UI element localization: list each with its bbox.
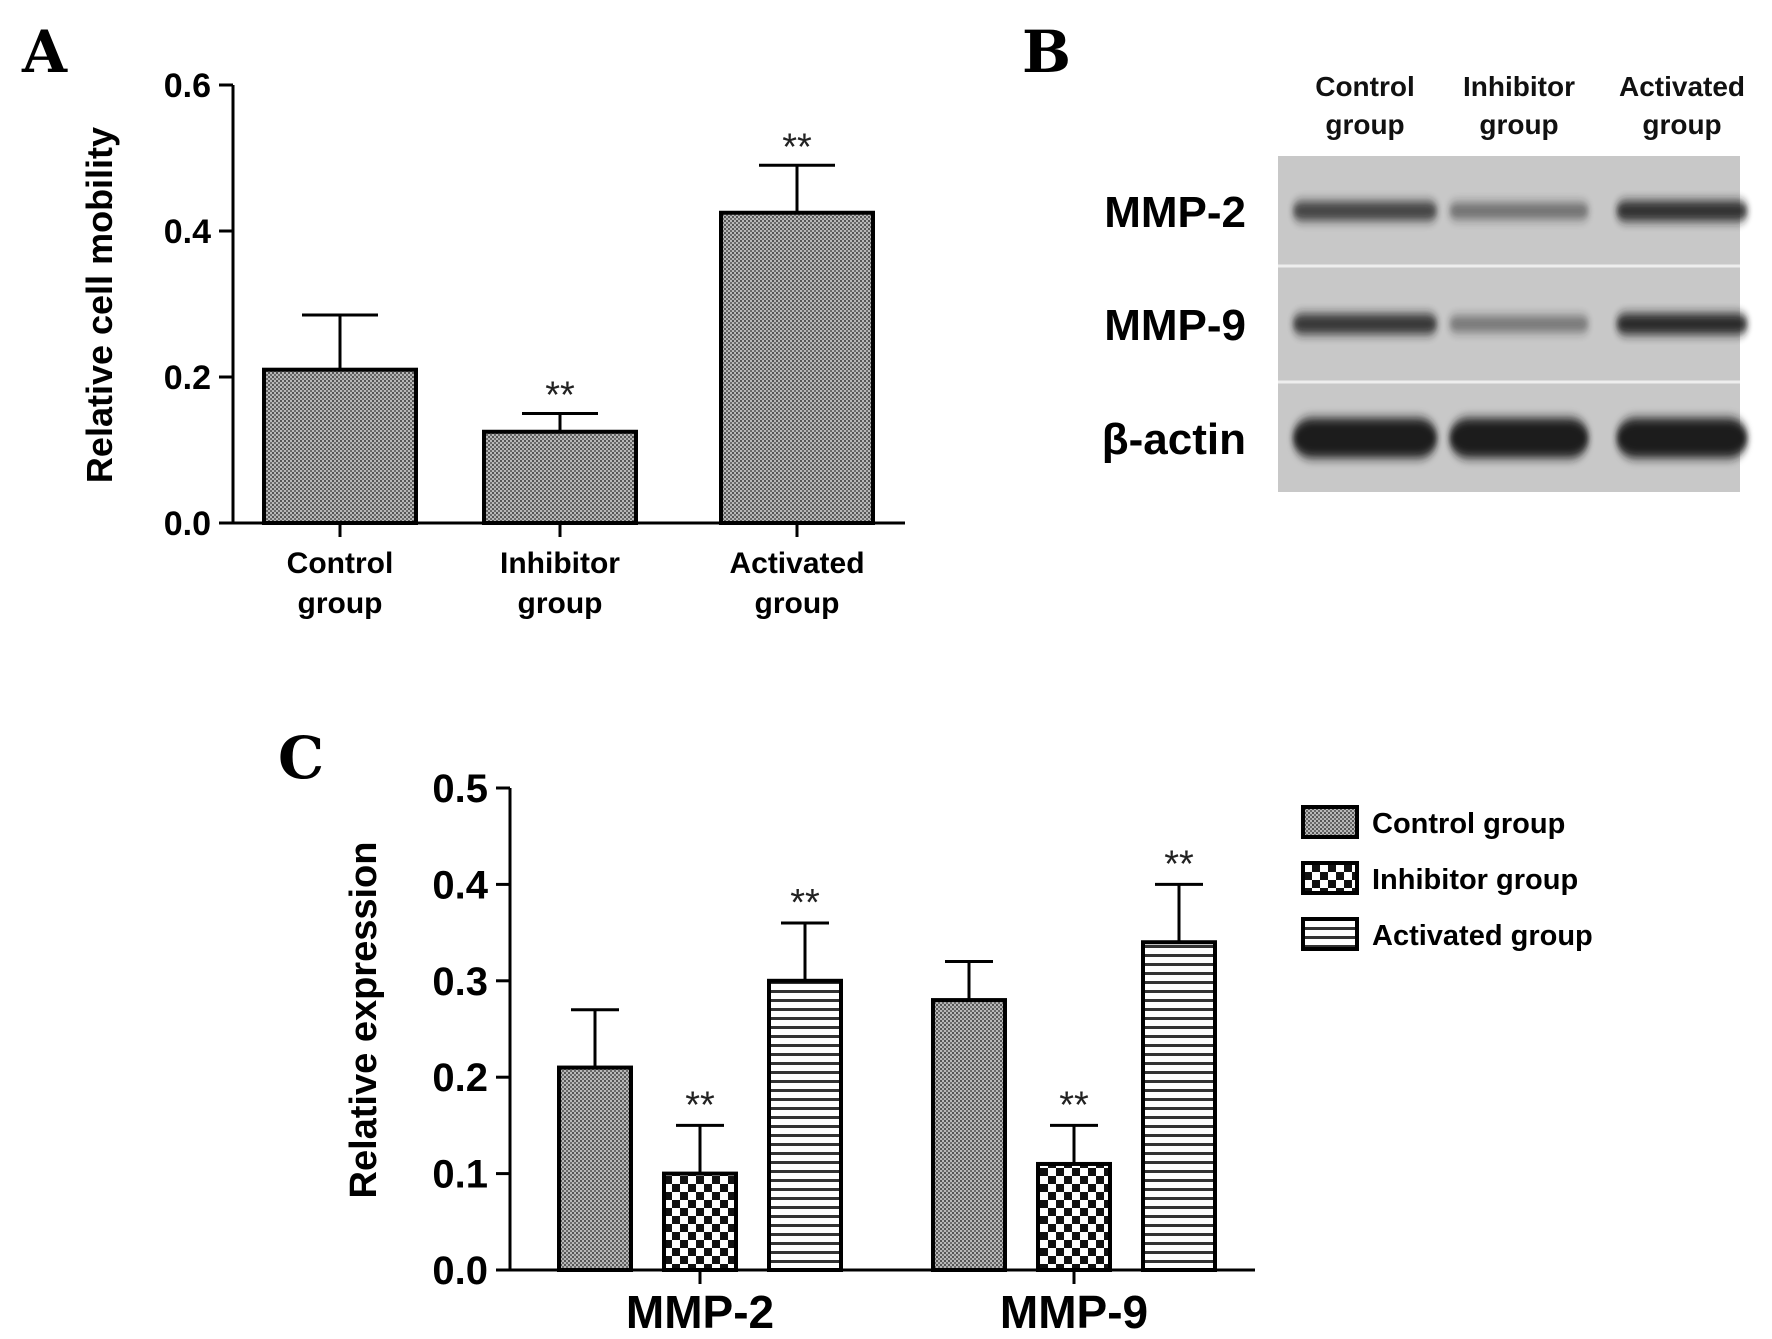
chart-a-bar: [719, 210, 875, 525]
blot-lane-label: group: [1642, 109, 1721, 140]
chart-c-y-tick-label: 0.4: [432, 863, 488, 907]
chart-a-category-label: group: [518, 587, 603, 620]
chart-c-bar: [931, 998, 1007, 1273]
chart-a-category-label: Control: [287, 547, 394, 580]
chart-c-y-axis-title: Relative expression: [343, 842, 385, 1199]
chart-c-bar: [662, 1171, 738, 1272]
blot-band: [1292, 313, 1438, 335]
chart-c-legend-label: Control group: [1372, 808, 1565, 840]
blot-row-label: MMP-2: [1104, 188, 1246, 237]
chart-c-category-label: MMP-2: [626, 1286, 774, 1338]
western-blot-panel: Control group Inhibitor group Activated group…: [1102, 71, 1748, 492]
chart-c-y-tick-label: 0.1: [432, 1153, 488, 1197]
blot-band: [1292, 418, 1438, 458]
chart-c-relative-expression: Relative expression 0.0 0.1 0.2 0.3 0.4 0.5 **…: [343, 767, 1593, 1338]
blot-lane-label: group: [1325, 109, 1404, 140]
chart-a-category-label: Activated: [729, 547, 864, 580]
blot-band: [1616, 313, 1748, 335]
chart-c-y-tick-label: 0.3: [432, 960, 488, 1004]
chart-c-legend-label: Activated group: [1372, 920, 1593, 952]
chart-c-significance-label: **: [1059, 1084, 1089, 1126]
chart-c-y-tick-label: 0.2: [432, 1056, 488, 1100]
chart-a-y-tick-label: 0.2: [164, 359, 211, 397]
blot-band: [1449, 418, 1589, 458]
blot-row-label: β-actin: [1102, 415, 1246, 464]
panel-letter-c: C: [278, 724, 324, 792]
chart-c-legend-swatch: [1301, 917, 1359, 951]
chart-c-bar: [1141, 940, 1217, 1272]
chart-c-legend-swatch: [1301, 805, 1359, 839]
chart-a-significance-label: **: [782, 126, 812, 168]
blot-band: [1292, 201, 1438, 221]
chart-a-significance-label: **: [545, 375, 575, 417]
blot-lane-label: Activated: [1619, 71, 1745, 102]
chart-c-category-label: MMP-9: [1000, 1286, 1148, 1338]
chart-c-legend-label: Inhibitor group: [1372, 864, 1578, 896]
chart-a-y-tick-label: 0.6: [164, 67, 211, 105]
chart-a-y-tick-label: 0.4: [164, 213, 211, 251]
chart-a-bar: [262, 367, 418, 526]
chart-a-relative-cell-mobility: Relative cell mobility 0.0 0.2 0.4 0.6 Contr…: [79, 67, 905, 620]
chart-a-category-label: group: [298, 587, 383, 620]
chart-a-y-axis-title: Relative cell mobility: [79, 127, 120, 483]
chart-c-significance-label: **: [790, 882, 820, 924]
chart-a-bar: [482, 429, 638, 525]
blot-band: [1616, 200, 1748, 222]
panel-letter-a: A: [21, 18, 68, 86]
chart-c-significance-label: **: [685, 1084, 715, 1126]
blot-band: [1449, 202, 1589, 220]
blot-lane-label: Inhibitor: [1463, 71, 1575, 102]
chart-c-y-tick-label: 0.5: [432, 767, 488, 811]
chart-c-y-tick-label: 0.0: [432, 1249, 488, 1293]
panel-letter-b: B: [1022, 18, 1071, 86]
chart-c-legend-swatch: [1301, 861, 1359, 895]
chart-c-bar: [767, 978, 843, 1272]
blot-lane-label: Control: [1315, 71, 1415, 102]
chart-a-category-label: Inhibitor: [500, 547, 620, 580]
chart-a-category-label: group: [755, 587, 840, 620]
blot-lane-label: group: [1479, 109, 1558, 140]
chart-c-bar: [1036, 1161, 1112, 1272]
blot-row-label: MMP-9: [1104, 301, 1246, 350]
chart-a-y-tick-label: 0.0: [164, 505, 211, 543]
chart-c-bar: [557, 1065, 633, 1273]
chart-c-significance-label: **: [1164, 843, 1194, 885]
blot-band: [1616, 418, 1748, 458]
blot-band: [1449, 315, 1589, 333]
